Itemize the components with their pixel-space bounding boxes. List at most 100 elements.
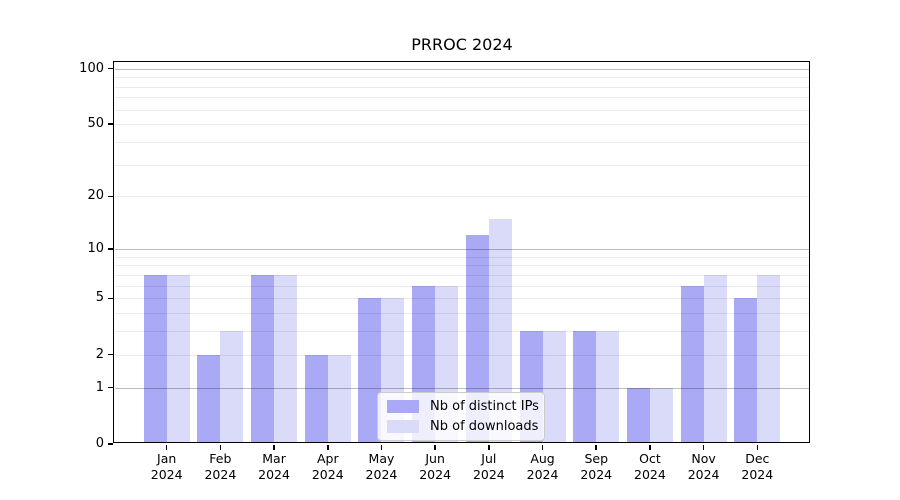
gridline-y-7 bbox=[114, 274, 810, 276]
gridline-y-60 bbox=[114, 109, 810, 111]
legend-label-distinct-ips: Nb of distinct IPs bbox=[430, 399, 539, 414]
x-tick-jul bbox=[488, 444, 490, 450]
gridline-y-3 bbox=[114, 331, 810, 333]
gridline-y-4 bbox=[114, 313, 810, 315]
y-tick-20 bbox=[108, 195, 113, 198]
bar-sep-downloads bbox=[596, 331, 620, 443]
y-tick-label-50: 50 bbox=[87, 116, 104, 132]
x-tick-year: 2024 bbox=[472, 466, 505, 482]
gridline-y-6 bbox=[114, 285, 810, 287]
gridline-y-20 bbox=[114, 196, 810, 198]
x-tick-year: 2024 bbox=[687, 466, 720, 482]
x-tick-label-aug: Aug 2024 bbox=[511, 451, 575, 482]
legend-label-downloads: Nb of downloads bbox=[430, 419, 539, 434]
x-tick-apr bbox=[327, 444, 329, 450]
x-tick-label-jun: Jun 2024 bbox=[403, 451, 467, 482]
legend-swatch-downloads bbox=[387, 420, 419, 433]
y-tick-label-10: 10 bbox=[87, 240, 104, 256]
legend-item-downloads: Nb of downloads bbox=[387, 419, 539, 434]
x-tick-jun bbox=[434, 444, 436, 450]
gridline-y-80 bbox=[114, 86, 810, 88]
x-tick-oct bbox=[649, 444, 651, 450]
legend-item-distinct-ips: Nb of distinct IPs bbox=[387, 399, 539, 414]
legend-swatch-distinct-ips bbox=[387, 400, 419, 413]
x-tick-year: 2024 bbox=[365, 466, 398, 482]
gridline-y-70 bbox=[114, 97, 810, 99]
x-tick-aug bbox=[541, 444, 544, 450]
x-tick-month: Apr bbox=[316, 451, 339, 466]
x-tick-label-jan: Jan 2024 bbox=[135, 451, 199, 482]
x-tick-month: Mar bbox=[262, 451, 286, 466]
bar-feb-distinct-ips bbox=[197, 354, 221, 443]
gridline-y-100 bbox=[114, 68, 810, 70]
x-tick-label-nov: Nov 2024 bbox=[672, 451, 736, 482]
gridline-y-1 bbox=[114, 387, 810, 389]
gridline-y-8 bbox=[114, 265, 810, 267]
x-tick-sep bbox=[595, 444, 597, 450]
x-tick-month: Aug bbox=[530, 451, 555, 466]
y-tick-1 bbox=[108, 386, 113, 389]
x-tick-label-oct: Oct 2024 bbox=[618, 451, 682, 482]
y-tick-10 bbox=[108, 248, 113, 250]
x-tick-year: 2024 bbox=[419, 466, 452, 482]
y-tick-label-100: 100 bbox=[79, 60, 104, 76]
bar-mar-distinct-ips bbox=[251, 274, 275, 443]
x-tick-month: Dec bbox=[745, 451, 770, 466]
y-tick-label-1: 1 bbox=[95, 379, 104, 395]
bar-oct-downloads bbox=[649, 387, 673, 443]
x-tick-mar bbox=[273, 444, 275, 450]
chart-title: PRROC 2024 bbox=[411, 35, 513, 54]
bar-mar-downloads bbox=[274, 274, 298, 443]
x-tick-month: Feb bbox=[209, 451, 232, 466]
bar-nov-distinct-ips bbox=[680, 285, 704, 443]
bar-oct-distinct-ips bbox=[626, 387, 650, 443]
x-tick-label-jul: Jul 2024 bbox=[457, 451, 521, 482]
bar-dec-downloads bbox=[757, 274, 781, 443]
x-tick-may bbox=[380, 444, 383, 450]
x-tick-year: 2024 bbox=[741, 466, 774, 482]
x-tick-label-dec: Dec 2024 bbox=[725, 451, 789, 482]
x-tick-year: 2024 bbox=[150, 466, 183, 482]
gridline-y-10 bbox=[114, 248, 810, 250]
x-tick-label-may: May 2024 bbox=[349, 451, 413, 482]
x-tick-year: 2024 bbox=[526, 466, 559, 482]
x-tick-label-apr: Apr 2024 bbox=[296, 451, 360, 482]
bar-dec-distinct-ips bbox=[734, 298, 758, 443]
gridline-y-30 bbox=[114, 164, 810, 166]
y-tick-100 bbox=[108, 67, 113, 70]
y-tick-50 bbox=[108, 123, 113, 125]
y-tick-label-20: 20 bbox=[87, 188, 104, 204]
y-tick-label-5: 5 bbox=[95, 290, 104, 306]
x-tick-month: Oct bbox=[639, 451, 661, 466]
x-tick-year: 2024 bbox=[258, 466, 290, 482]
y-tick-0 bbox=[108, 443, 113, 445]
x-tick-year: 2024 bbox=[204, 466, 237, 482]
x-tick-nov bbox=[702, 444, 705, 450]
gridline-y-9 bbox=[114, 256, 810, 258]
bar-jan-downloads bbox=[166, 274, 190, 443]
bar-apr-downloads bbox=[327, 354, 351, 443]
x-tick-dec bbox=[756, 444, 759, 450]
bar-feb-downloads bbox=[220, 331, 244, 443]
bar-jan-distinct-ips bbox=[143, 274, 167, 443]
x-tick-month: Jul bbox=[481, 451, 497, 466]
y-tick-5 bbox=[108, 297, 113, 300]
y-tick-2 bbox=[108, 353, 113, 356]
gridline-y-5 bbox=[114, 298, 810, 300]
y-tick-label-0: 0 bbox=[95, 436, 104, 451]
x-tick-year: 2024 bbox=[311, 466, 344, 482]
bar-sep-distinct-ips bbox=[573, 331, 597, 443]
x-tick-month: Jun bbox=[425, 451, 445, 466]
gridline-y-90 bbox=[114, 77, 810, 79]
gridline-y-50 bbox=[114, 124, 810, 126]
bar-apr-distinct-ips bbox=[304, 354, 328, 443]
x-tick-month: Jan bbox=[157, 451, 177, 466]
x-tick-label-sep: Sep 2024 bbox=[564, 451, 628, 482]
x-tick-label-mar: Mar 2024 bbox=[242, 451, 306, 482]
x-tick-jan bbox=[165, 444, 168, 450]
x-tick-feb bbox=[219, 444, 222, 450]
x-tick-month: Sep bbox=[584, 451, 608, 466]
gridline-y-40 bbox=[114, 141, 810, 143]
x-tick-month: Nov bbox=[691, 451, 716, 466]
x-tick-year: 2024 bbox=[580, 466, 613, 482]
